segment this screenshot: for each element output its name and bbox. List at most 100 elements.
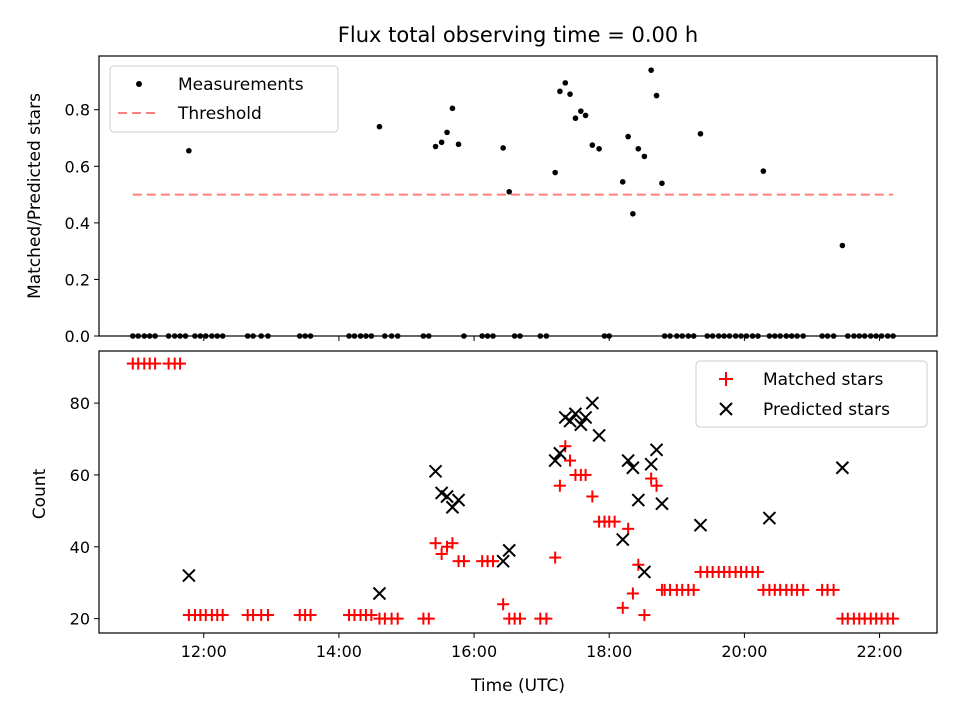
matched-star-point bbox=[632, 558, 645, 571]
top-y-tick-label: 0.2 bbox=[65, 270, 90, 289]
matched-star-point bbox=[304, 609, 317, 622]
matched-star-point bbox=[751, 565, 764, 578]
matched-star-point bbox=[435, 547, 448, 560]
matched-star-point bbox=[797, 583, 810, 596]
legend-predicted-label: Predicted stars bbox=[763, 400, 890, 420]
measurement-point bbox=[659, 180, 665, 187]
legend-matched-marker bbox=[719, 372, 733, 386]
bottom-y-tick-label: 40 bbox=[70, 538, 90, 557]
bottom-x-tick-label: 16:00 bbox=[451, 642, 497, 661]
matched-star-point bbox=[650, 479, 663, 492]
top-legend: Measurements Threshold bbox=[109, 65, 339, 133]
matched-star-point bbox=[586, 490, 599, 503]
matched-star-point bbox=[645, 472, 658, 485]
legend-measurements-label: Measurements bbox=[178, 75, 304, 95]
top-y-axis-label: Matched/Predicted stars bbox=[25, 93, 45, 299]
measurement-point bbox=[596, 145, 602, 152]
predicted-star-point bbox=[372, 586, 387, 601]
matched-star-point bbox=[622, 522, 635, 535]
matched-star-point bbox=[422, 612, 435, 625]
measurement-point bbox=[449, 105, 456, 112]
matched-star-point bbox=[486, 555, 499, 568]
matched-star-point bbox=[638, 609, 651, 622]
predicted-star-point bbox=[644, 457, 658, 471]
predicted-star-point bbox=[693, 518, 708, 532]
predicted-star-point bbox=[451, 493, 466, 507]
matched-star-point bbox=[365, 609, 378, 622]
predicted-star-point bbox=[626, 461, 640, 475]
matched-star-point bbox=[514, 612, 527, 625]
measurement-point bbox=[578, 108, 584, 114]
measurement-point bbox=[562, 80, 569, 86]
matched-star-point bbox=[174, 357, 187, 370]
bottom-y-axis-label: Count bbox=[30, 468, 50, 519]
matched-star-point bbox=[626, 587, 639, 600]
bottom-x-tick-label: 18:00 bbox=[586, 642, 632, 661]
measurement-point bbox=[653, 92, 660, 99]
matched-star-point bbox=[616, 601, 629, 614]
predicted-star-point bbox=[637, 565, 652, 579]
matched-star-point bbox=[391, 612, 404, 625]
bottom-y-tick-label: 60 bbox=[70, 466, 90, 485]
measurement-point bbox=[557, 88, 563, 95]
predicted-star-point bbox=[655, 496, 669, 511]
top-y-tick-label: 0.0 bbox=[65, 327, 90, 346]
legend-measurements-marker bbox=[136, 81, 142, 87]
predicted-star-point bbox=[585, 396, 600, 410]
predicted-star-point bbox=[835, 461, 850, 475]
bottom-x-tick-label: 22:00 bbox=[857, 642, 903, 661]
predicted-star-point bbox=[568, 407, 583, 421]
top-y-tick-label: 0.6 bbox=[65, 157, 90, 176]
measurement-point bbox=[506, 188, 513, 195]
matched-star-point bbox=[497, 598, 510, 611]
predicted-star-point bbox=[548, 453, 562, 468]
bottom-plot-marks bbox=[126, 357, 900, 625]
matched-star-point bbox=[261, 609, 274, 622]
measurement-point bbox=[641, 153, 648, 160]
predicted-star-point bbox=[428, 464, 443, 479]
top-y-tick-label: 0.8 bbox=[65, 101, 90, 120]
matched-star-point bbox=[559, 440, 572, 453]
top-y-tick-label: 0.4 bbox=[65, 214, 90, 233]
measurement-point bbox=[455, 141, 462, 148]
bottom-panel: Count Time (UTC) 20 40 60 80 12:00 14:00 16:0… bbox=[30, 350, 938, 696]
measurement-point bbox=[582, 112, 589, 119]
bottom-legend-box bbox=[695, 360, 928, 428]
legend-threshold-label: Threshold bbox=[177, 104, 262, 124]
measurement-point bbox=[567, 91, 573, 97]
predicted-star-point bbox=[762, 511, 777, 525]
measurement-point bbox=[186, 147, 192, 154]
top-legend-box bbox=[109, 65, 339, 133]
bottom-y-ticks: 20 40 60 80 bbox=[70, 394, 99, 629]
matched-star-point bbox=[446, 537, 459, 550]
measurement-point bbox=[635, 145, 642, 152]
measurement-point bbox=[552, 169, 558, 176]
measurement-point bbox=[438, 139, 445, 146]
measurement-point bbox=[625, 133, 631, 140]
measurement-point bbox=[500, 145, 506, 151]
predicted-star-point bbox=[182, 568, 196, 583]
matched-star-point bbox=[553, 479, 566, 492]
matched-star-point bbox=[149, 357, 162, 370]
bottom-x-axis-label: Time (UTC) bbox=[470, 676, 565, 696]
predicted-star-point bbox=[502, 543, 516, 558]
measurement-point bbox=[376, 123, 383, 130]
predicted-star-point bbox=[440, 489, 454, 504]
measurement-point bbox=[572, 115, 579, 122]
measurement-point bbox=[444, 129, 450, 136]
measurement-point bbox=[839, 242, 846, 249]
measurement-point bbox=[432, 143, 439, 150]
predicted-star-point bbox=[592, 428, 606, 443]
matched-star-point bbox=[608, 515, 621, 528]
predicted-star-point bbox=[631, 493, 646, 507]
predicted-star-point bbox=[496, 554, 510, 568]
predicted-star-point bbox=[553, 446, 567, 461]
predicted-star-point bbox=[621, 453, 635, 468]
top-plot-marks bbox=[129, 67, 896, 339]
predicted-star-point bbox=[574, 417, 588, 432]
measurement-point bbox=[630, 211, 636, 217]
measurement-point bbox=[760, 168, 767, 174]
top-plot-frame bbox=[98, 55, 938, 337]
matched-star-point bbox=[540, 612, 553, 625]
